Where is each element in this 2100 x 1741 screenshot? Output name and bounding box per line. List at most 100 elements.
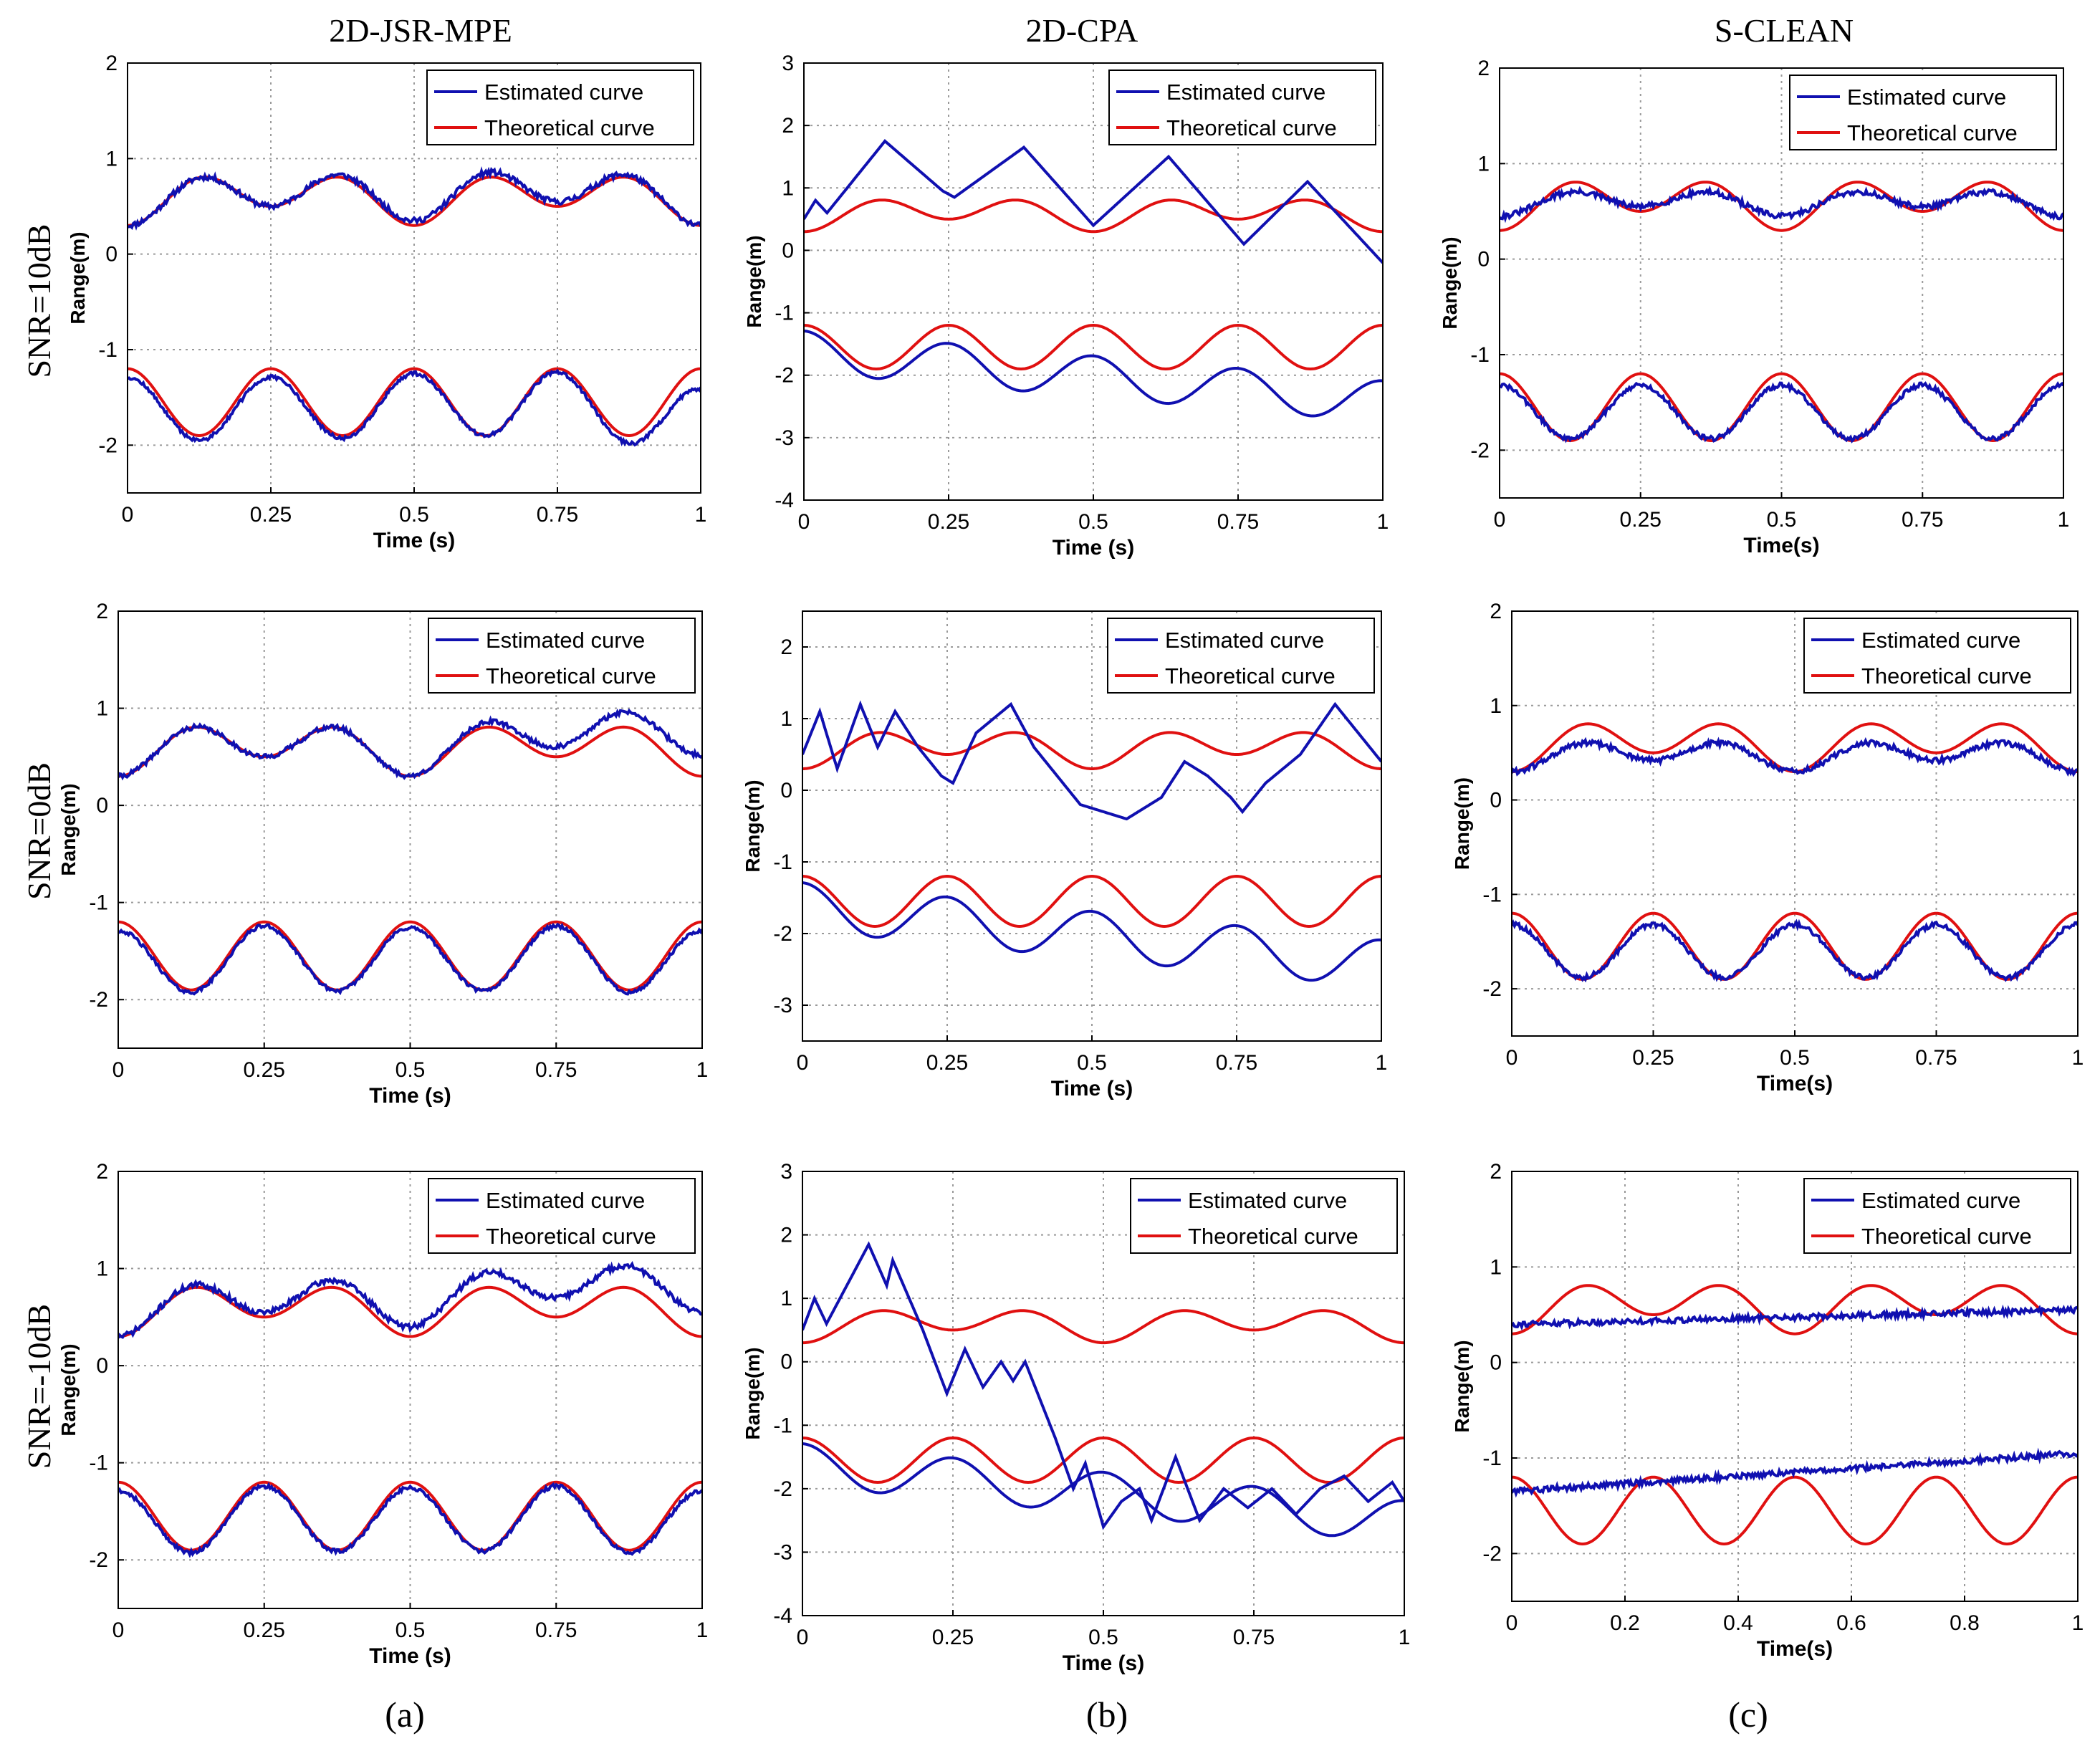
estimated-curve-lower: [118, 922, 702, 996]
plot-frame: [118, 1171, 703, 1609]
y-tick-label: 2: [1490, 600, 1502, 623]
x-tick-label: 0.25: [250, 503, 292, 527]
estimated-curve-upper: [1500, 185, 2063, 224]
x-tick-label: 0.25: [244, 1058, 285, 1082]
chart-panel-r1c2: 0 0.25 0.5 0.75 1 -4 -3 -2 -1 0 1 2 3 Time (s) Range(m…: [743, 52, 1389, 560]
estimated-curve-lower: [1500, 381, 2063, 443]
y-tick-label: 0: [780, 779, 792, 802]
legend-label: Theoretical curve: [486, 1224, 656, 1249]
y-tick-label: 0: [96, 794, 108, 817]
legend-label: Estimated curve: [1861, 628, 2020, 653]
y-tick-label: -1: [1482, 1447, 1502, 1470]
column-title-b: 2D-CPA: [1026, 12, 1138, 49]
legend-label: Theoretical curve: [1188, 1224, 1358, 1249]
x-axis-label: Time (s): [1053, 536, 1134, 560]
x-tick-label: 0.75: [1915, 1046, 1957, 1070]
estimated-curve-upper: [802, 700, 1381, 821]
y-tick-label: -1: [89, 1452, 108, 1475]
x-axis-label: Time(s): [1757, 1637, 1833, 1661]
x-tick-label: 0.5: [1077, 1051, 1107, 1075]
theoretical-curve-lower: [802, 1436, 1404, 1485]
y-tick-label: 1: [96, 697, 108, 721]
y-tick-label: -2: [1482, 1542, 1502, 1565]
y-tick-label: -1: [89, 891, 108, 915]
row-label-snr10: SNR=10dB: [21, 224, 57, 378]
y-tick-label: 0: [780, 1351, 792, 1374]
curves: [1512, 722, 2078, 983]
legend-label: Theoretical curve: [486, 663, 656, 689]
x-tick-label: 0.5: [395, 1618, 426, 1642]
y-axis-label: Range(m): [57, 1343, 80, 1436]
y-tick-label: 0: [105, 243, 118, 267]
legend-label: Theoretical curve: [1166, 115, 1337, 140]
legend-label: Estimated curve: [1861, 1188, 2020, 1213]
y-tick-label: -1: [1470, 343, 1490, 367]
y-axis-label: Range(m): [1451, 1340, 1473, 1432]
x-tick-label: 0: [112, 1618, 125, 1642]
x-tick-label: 0.25: [1632, 1046, 1674, 1070]
estimated-curve-lower: [118, 1482, 702, 1558]
x-tick-label: 0.25: [1620, 508, 1662, 532]
legend-box: [1107, 618, 1375, 694]
curves: [118, 1260, 702, 1558]
y-axis-label: Range(m): [67, 231, 89, 324]
y-tick-label: 2: [780, 1224, 792, 1247]
x-tick-label: 0.4: [1723, 1611, 1753, 1635]
y-tick-label: -2: [89, 1548, 108, 1572]
x-tick-label: 0.5: [1767, 508, 1797, 532]
legend-box: [1108, 69, 1376, 145]
legend-box: [428, 1178, 696, 1254]
plot-frame: [127, 62, 701, 494]
legend-box: [1789, 75, 2057, 150]
plot-frame: [1511, 610, 2079, 1037]
panel-label-a: (a): [385, 1694, 425, 1735]
x-tick-label: 0.75: [1233, 1626, 1275, 1649]
chart-panel-r2c2: 0 0.25 0.5 0.75 1 -3 -2 -1 0 1 2 Time (s) Range(m) Es…: [742, 610, 1387, 1100]
x-tick-label: 0.5: [395, 1058, 426, 1082]
y-tick-label: 1: [780, 707, 792, 731]
theoretical-curve-upper: [802, 1309, 1404, 1345]
curves: [802, 700, 1381, 982]
y-tick-label: -1: [98, 338, 118, 362]
y-tick-label: -1: [1482, 883, 1502, 906]
legend-box: [1803, 618, 2071, 694]
y-tick-label: -2: [98, 433, 118, 457]
x-tick-label: 1: [696, 1618, 709, 1642]
y-tick-label: 1: [1490, 1255, 1502, 1279]
legend-label: Theoretical curve: [484, 115, 655, 140]
estimated-curve-lower: [804, 329, 1383, 418]
x-axis-label: Time (s): [373, 529, 455, 552]
legend-box: [1130, 1178, 1398, 1254]
y-tick-label: -3: [773, 994, 792, 1017]
estimated-curve-upper: [118, 708, 702, 781]
theoretical-curve-lower: [804, 323, 1383, 371]
x-tick-label: 0.75: [1216, 1051, 1257, 1075]
x-tick-label: 1: [2072, 1611, 2084, 1635]
theoretical-curve-lower: [1512, 1475, 2078, 1546]
theoretical-curve-lower: [802, 874, 1381, 929]
plot-frame: [118, 610, 703, 1049]
x-axis-label: Time (s): [369, 1084, 451, 1108]
y-tick-label: -4: [775, 489, 794, 512]
x-tick-label: 0: [797, 1626, 809, 1649]
x-tick-label: 1: [1399, 1626, 1411, 1649]
y-tick-label: -1: [773, 850, 792, 874]
y-tick-label: 0: [1477, 248, 1490, 272]
x-tick-label: 0.5: [1078, 510, 1108, 534]
x-tick-label: 1: [696, 1058, 709, 1082]
y-tick-label: 1: [96, 1257, 108, 1281]
estimated-curve-lower: [802, 881, 1381, 982]
x-axis-label: Time(s): [1757, 1072, 1833, 1095]
x-tick-label: 1: [2072, 1046, 2084, 1070]
legend-box: [426, 69, 694, 145]
legend-label: Estimated curve: [1166, 80, 1325, 105]
x-tick-label: 0.25: [928, 510, 969, 534]
curves: [128, 166, 701, 447]
x-tick-label: 0.2: [1610, 1611, 1640, 1635]
y-tick-label: 2: [96, 1160, 108, 1184]
plot-frame: [1499, 67, 2064, 499]
estimated-curve-lower: [1512, 919, 2078, 983]
estimated-curve-upper: [1512, 737, 2078, 777]
x-tick-label: 0.75: [535, 1618, 577, 1642]
